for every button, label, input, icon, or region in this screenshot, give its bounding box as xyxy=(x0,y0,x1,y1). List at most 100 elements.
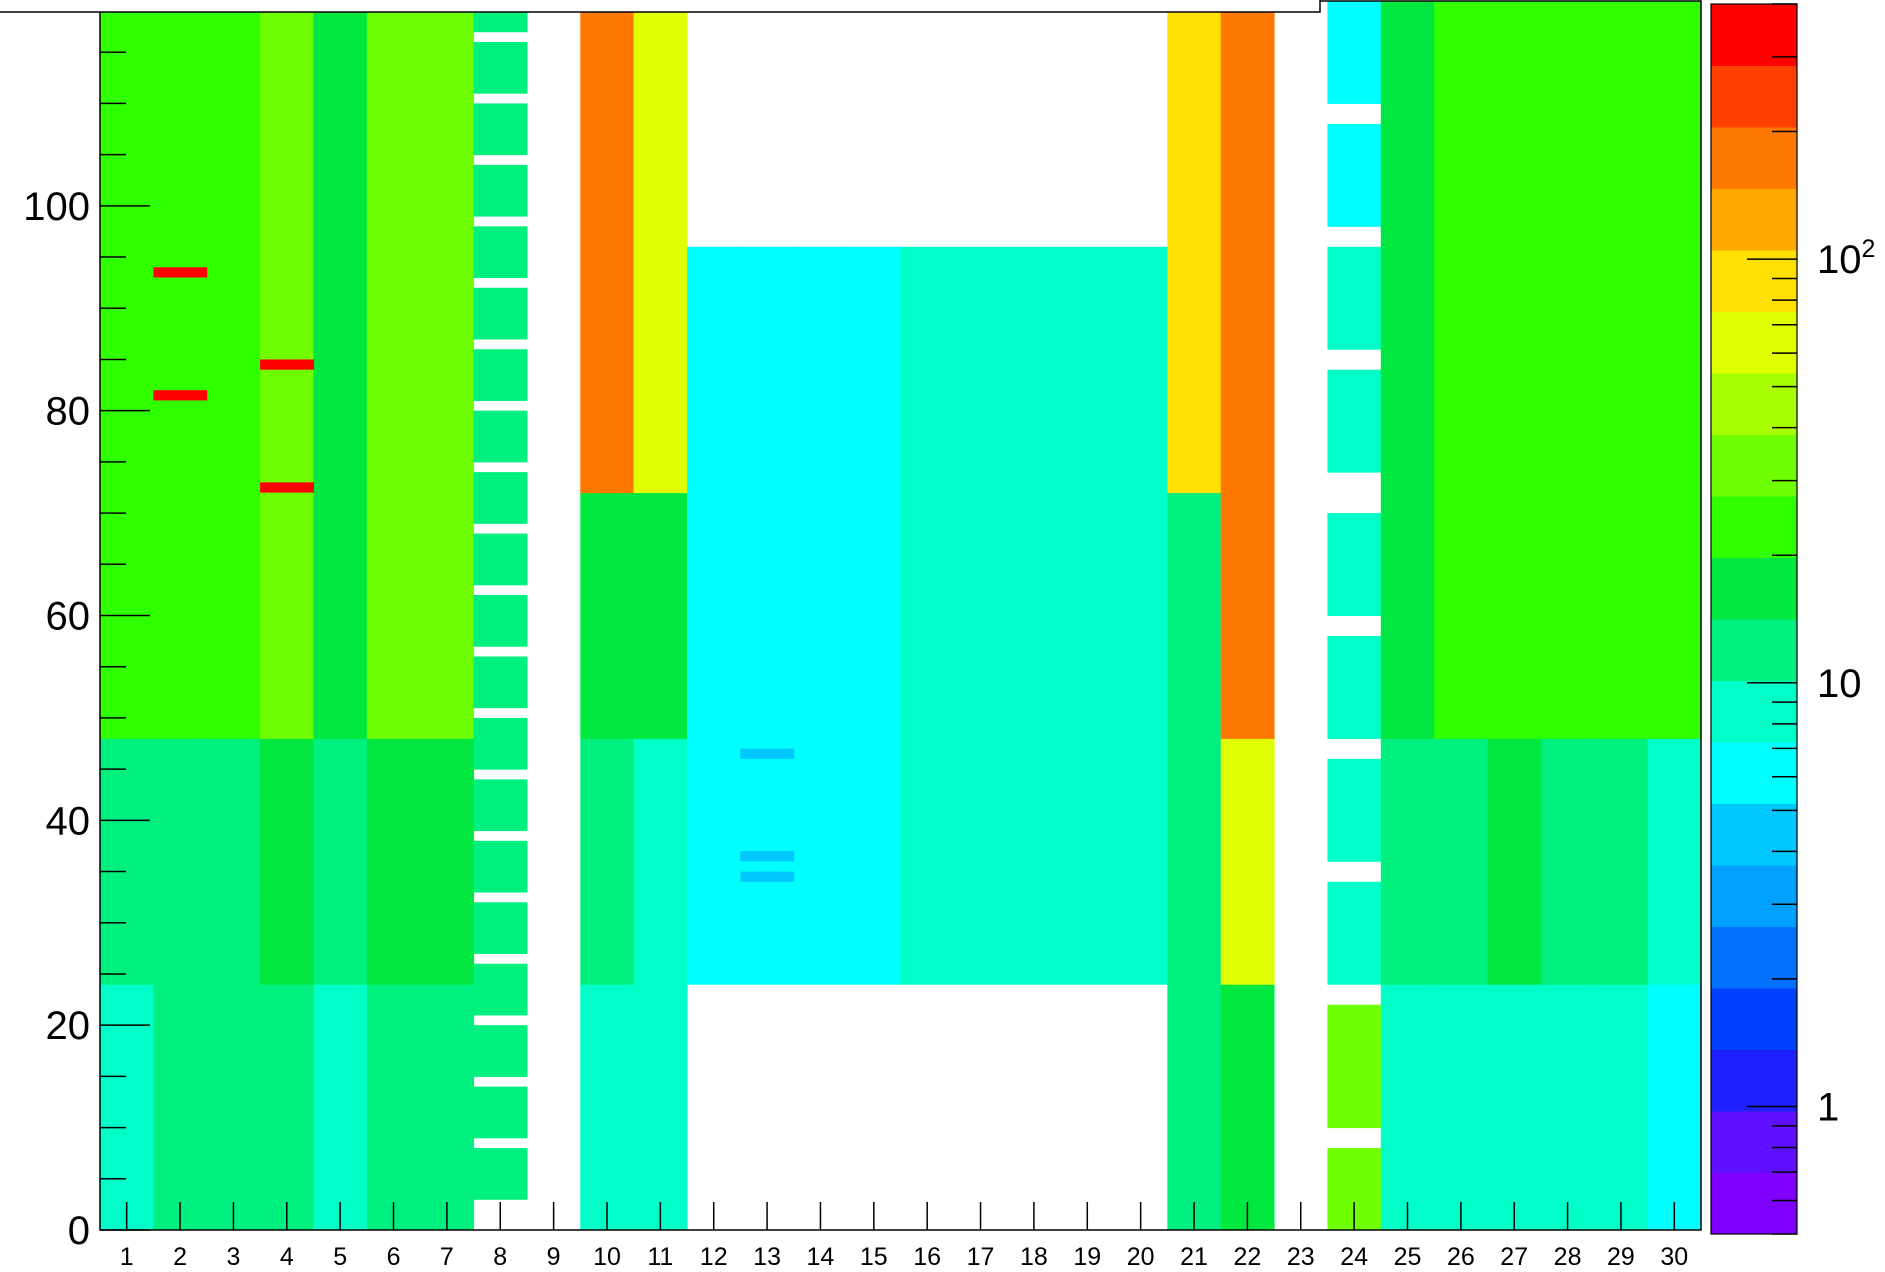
colorbar-segment xyxy=(1711,803,1797,866)
heatmap-cell xyxy=(1327,881,1382,985)
y-axis: 0 20 40 60 80 100 xyxy=(23,0,150,1253)
heatmap-cells xyxy=(100,1,1702,1231)
heatmap-cell xyxy=(900,246,955,985)
y-tick-label: 40 xyxy=(46,799,91,843)
heatmap-cell xyxy=(1540,1,1595,739)
heatmap-cell xyxy=(313,738,368,985)
heatmap-cell xyxy=(473,472,528,524)
heatmap-cell xyxy=(473,103,528,156)
x-tick-label: 30 xyxy=(1660,1243,1688,1271)
heatmap-cell xyxy=(313,984,368,1231)
heatmap-cell xyxy=(473,1086,528,1139)
heatmap-cell xyxy=(473,164,528,217)
heatmap-cell xyxy=(1540,738,1595,985)
heatmap-cell xyxy=(473,1025,528,1077)
heatmap-cell xyxy=(153,738,208,985)
heatmap-cell xyxy=(473,41,528,94)
x-tick-label: 24 xyxy=(1340,1243,1368,1271)
heatmap-cell xyxy=(206,984,261,1231)
heatmap-cell xyxy=(580,1,635,494)
x-tick-label: 4 xyxy=(280,1243,294,1271)
x-tick-label: 13 xyxy=(753,1243,781,1271)
heatmap-cell xyxy=(633,492,688,739)
heatmap-cell xyxy=(100,984,154,1231)
heatmap-cell xyxy=(1167,984,1222,1231)
heatmap-cell xyxy=(153,984,208,1231)
heatmap-cell xyxy=(420,984,475,1231)
heatmap-cell xyxy=(1380,984,1435,1231)
x-tick-label: 22 xyxy=(1233,1243,1261,1271)
stats-box xyxy=(0,0,1321,13)
heatmap-cell xyxy=(473,840,528,893)
heatmap-cell xyxy=(206,1,261,739)
heatmap-cell xyxy=(260,1,314,739)
heatmap-cell xyxy=(1434,738,1489,985)
x-tick-label: 10 xyxy=(593,1243,621,1271)
heatmap-cell xyxy=(793,246,848,985)
x-tick-label: 27 xyxy=(1500,1243,1528,1271)
colorbar-segment xyxy=(1711,1172,1797,1235)
heatmap-cell xyxy=(633,984,688,1231)
colorbar-segment xyxy=(1711,557,1797,620)
colorbar-segment xyxy=(1711,65,1797,128)
x-tick-label: 16 xyxy=(913,1243,941,1271)
colorbar-segment xyxy=(1711,188,1797,251)
heatmap-cell xyxy=(313,1,368,739)
heatmap-cell xyxy=(580,984,635,1231)
x-tick-label: 12 xyxy=(700,1243,728,1271)
colorbar-segment xyxy=(1711,988,1797,1050)
heatmap-cell xyxy=(473,963,528,1016)
x-tick-label: 25 xyxy=(1394,1243,1422,1271)
heatmap-cell xyxy=(687,246,741,985)
heatmap-cell xyxy=(1113,246,1168,985)
colorbar-segment xyxy=(1711,680,1797,743)
heatmap-cell xyxy=(473,595,528,647)
heatmap-cell xyxy=(473,717,528,770)
colorbar-segment xyxy=(1711,496,1797,558)
heatmap-cell xyxy=(1060,246,1115,985)
heatmap-cell-hot xyxy=(260,482,314,493)
x-tick-label: 15 xyxy=(860,1243,888,1271)
heatmap-cell xyxy=(100,738,154,985)
x-tick-label: 5 xyxy=(333,1243,347,1271)
heatmap-cell-hot xyxy=(153,390,208,401)
y-tick-label: 60 xyxy=(46,595,91,639)
heatmap-cell xyxy=(366,1,421,739)
x-tick-label: 20 xyxy=(1127,1243,1155,1271)
heatmap-cell xyxy=(1487,1,1542,739)
heatmap-cell xyxy=(580,738,635,985)
heatmap-cell xyxy=(260,984,314,1231)
x-tick-label: 29 xyxy=(1607,1243,1635,1271)
x-tick-label: 26 xyxy=(1447,1243,1475,1271)
heatmap-cell xyxy=(1434,1,1489,739)
x-tick-label: 3 xyxy=(226,1243,240,1271)
x-tick-label: 6 xyxy=(387,1243,401,1271)
colorbar-segment xyxy=(1711,311,1797,374)
heatmap-cell xyxy=(1487,738,1542,985)
heatmap-cell xyxy=(473,533,528,586)
heatmap-cell xyxy=(153,1,208,739)
heatmap-cell xyxy=(633,1,688,494)
heatmap-cell-hot xyxy=(153,267,208,278)
heatmap-cell xyxy=(473,287,528,340)
heatmap-cell xyxy=(740,246,795,985)
heatmap-cell xyxy=(580,492,635,739)
heatmap-cell xyxy=(1220,738,1275,985)
colorbar-tick-label: 102 xyxy=(1817,235,1875,282)
heatmap-cell xyxy=(1220,984,1275,1231)
colorbar: 1 10 102 xyxy=(1710,3,1875,1235)
heatmap-cell xyxy=(1327,758,1382,862)
y-tick-label: 80 xyxy=(46,390,91,434)
heatmap-cell xyxy=(473,1148,528,1200)
colorbar-segment xyxy=(1711,127,1797,189)
heatmap-cell xyxy=(1167,1,1222,494)
x-tick-label: 2 xyxy=(173,1243,187,1271)
x-tick-label: 19 xyxy=(1073,1243,1101,1271)
heatmap-cell xyxy=(1540,984,1595,1231)
heatmap-cell xyxy=(473,349,528,401)
heatmap-cell xyxy=(1380,738,1435,985)
colorbar-segment xyxy=(1711,742,1797,804)
colorbar-segment xyxy=(1711,4,1797,66)
colorbar-segment xyxy=(1711,865,1797,927)
